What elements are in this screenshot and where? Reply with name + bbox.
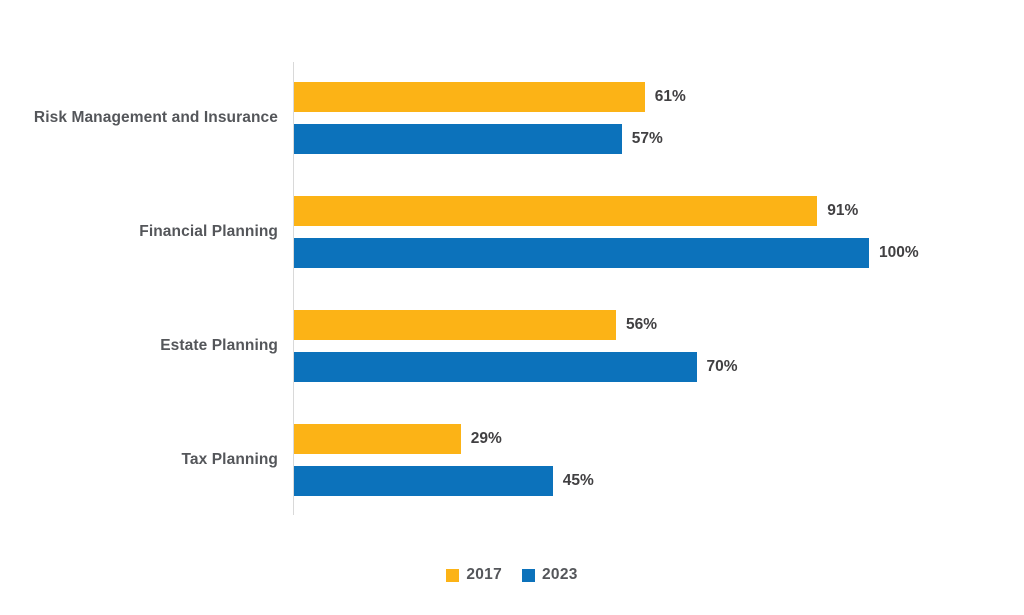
category-label-risk-management-and-insurance: Risk Management and Insurance	[33, 109, 278, 126]
value-label-2023-estate-planning: 70%	[706, 358, 738, 375]
bar-2017-risk-management-and-insurance	[294, 82, 645, 112]
bar-2023-tax-planning	[294, 466, 553, 496]
y-axis-line	[293, 62, 294, 515]
category-label-tax-planning: Tax Planning	[181, 451, 278, 468]
legend-label-2017: 2017	[466, 566, 502, 583]
bar-2023-financial-planning	[294, 238, 869, 268]
bar-2017-tax-planning	[294, 424, 461, 454]
legend-swatch-2017-icon	[446, 568, 460, 582]
legend-item-2017: 2017	[446, 566, 502, 584]
value-label-2017-risk-management-and-insurance: 61%	[654, 88, 686, 105]
bar-2017-estate-planning	[294, 310, 616, 340]
category-label-financial-planning: Financial Planning	[139, 223, 278, 240]
value-label-2023-tax-planning: 45%	[562, 472, 594, 489]
bar-2017-financial-planning	[294, 196, 818, 226]
legend-swatch-2023-icon	[522, 568, 535, 582]
legend: 2017 2023	[0, 566, 1024, 584]
category-label-estate-planning: Estate Planning	[160, 337, 278, 354]
bar-2023-estate-planning	[294, 352, 697, 382]
value-label-2017-tax-planning: 29%	[470, 430, 502, 447]
legend-label-2023: 2023	[542, 566, 578, 583]
value-label-2017-estate-planning: 56%	[626, 316, 658, 333]
value-label-2017-financial-planning: 91%	[827, 202, 859, 219]
legend-item-2023: 2023	[522, 566, 578, 584]
bar-2023-risk-management-and-insurance	[294, 124, 622, 154]
value-label-2023-financial-planning: 100%	[879, 244, 919, 261]
value-label-2023-risk-management-and-insurance: 57%	[631, 130, 663, 147]
